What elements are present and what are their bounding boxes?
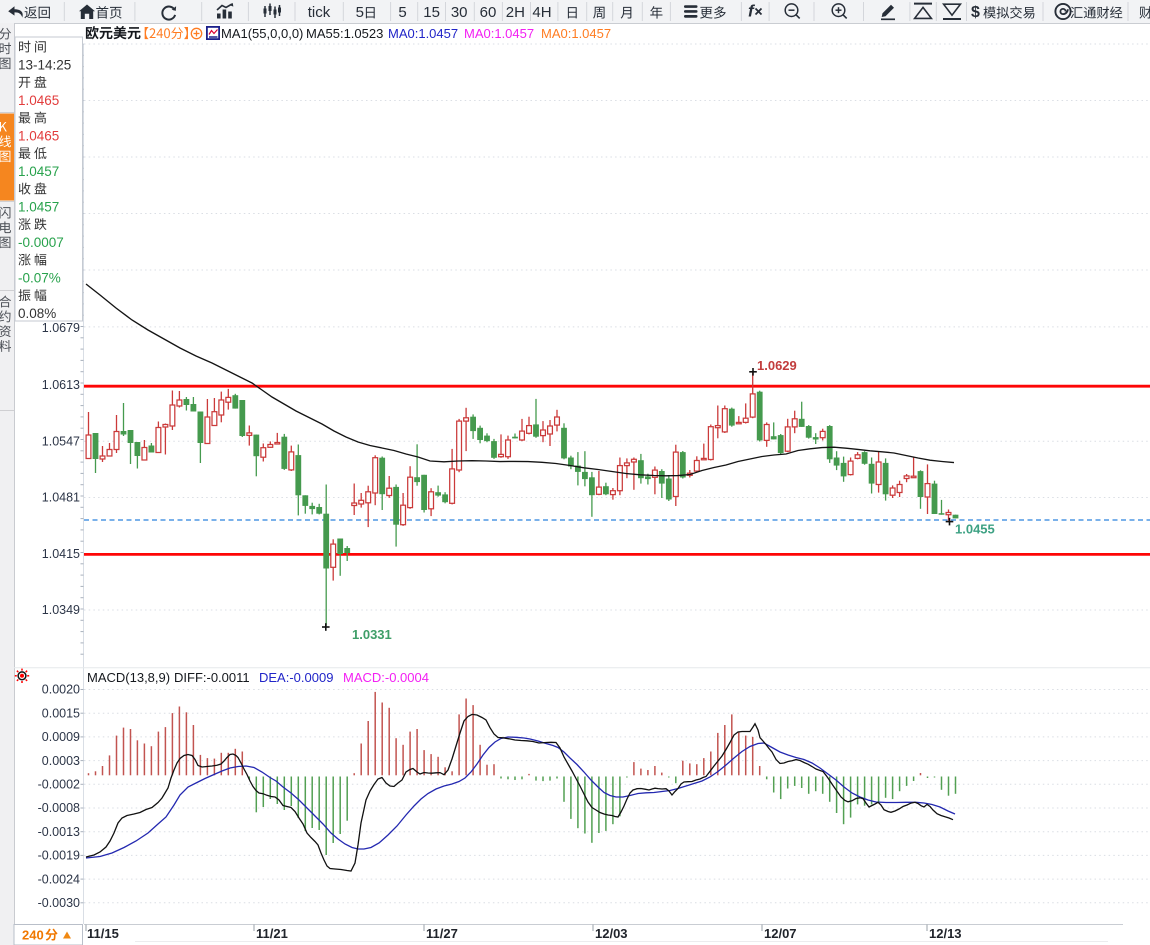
- svg-text:2H: 2H: [506, 4, 525, 21]
- svg-text:0.0015: 0.0015: [42, 706, 80, 720]
- svg-text:11/21: 11/21: [256, 926, 288, 941]
- svg-text:30: 30: [451, 4, 468, 21]
- svg-text:1.0547: 1.0547: [42, 434, 80, 448]
- svg-text:12/13: 12/13: [929, 926, 962, 941]
- svg-text:1.0465: 1.0465: [18, 93, 59, 108]
- svg-text:12/03: 12/03: [595, 926, 628, 941]
- svg-text:60: 60: [480, 4, 497, 21]
- svg-text:MA0:1.0457: MA0:1.0457: [541, 26, 611, 41]
- svg-text:240: 240: [22, 928, 44, 943]
- svg-text:DEA:-0.0009: DEA:-0.0009: [259, 670, 333, 685]
- svg-text:1.0457: 1.0457: [18, 199, 59, 214]
- svg-text:MA1(55,0,0,0): MA1(55,0,0,0): [221, 26, 303, 41]
- svg-text:0.08%: 0.08%: [18, 306, 56, 321]
- svg-text:1.0349: 1.0349: [42, 603, 80, 617]
- svg-text:0.0020: 0.0020: [42, 683, 80, 697]
- svg-text:-0.0024: -0.0024: [38, 872, 80, 886]
- svg-text:1.0629: 1.0629: [757, 358, 797, 373]
- svg-text:f: f: [748, 2, 756, 21]
- svg-text:1.0415: 1.0415: [42, 547, 80, 561]
- svg-text:11/15: 11/15: [87, 926, 119, 941]
- svg-text:-0.0002: -0.0002: [38, 778, 80, 792]
- svg-text:-0.0008: -0.0008: [38, 801, 80, 815]
- svg-text:1.0455: 1.0455: [955, 522, 995, 537]
- svg-text:-0.0013: -0.0013: [38, 825, 80, 839]
- svg-text:12/07: 12/07: [764, 926, 797, 941]
- svg-text:1.0679: 1.0679: [42, 321, 80, 335]
- svg-text:MACD:-0.0004: MACD:-0.0004: [343, 670, 429, 685]
- svg-text:1.0457: 1.0457: [18, 164, 59, 179]
- svg-text:$: $: [971, 4, 980, 21]
- svg-text:1.0465: 1.0465: [18, 128, 59, 143]
- svg-text:1.0613: 1.0613: [42, 378, 80, 392]
- svg-text:-0.0007: -0.0007: [18, 235, 64, 250]
- svg-text:11/27: 11/27: [426, 926, 458, 941]
- svg-text:MA0:1.0457: MA0:1.0457: [464, 26, 534, 41]
- svg-text:MA0:1.0457: MA0:1.0457: [388, 26, 458, 41]
- svg-text:-0.07%: -0.07%: [18, 270, 61, 285]
- svg-text:1.0331: 1.0331: [352, 627, 392, 642]
- svg-text:tick: tick: [308, 4, 331, 21]
- svg-text:13-14:25: 13-14:25: [18, 57, 71, 72]
- svg-text:1.0481: 1.0481: [42, 491, 80, 505]
- svg-text:MACD(13,8,9): MACD(13,8,9): [87, 670, 170, 685]
- svg-text:0.0003: 0.0003: [42, 754, 80, 768]
- svg-text:-0.0019: -0.0019: [38, 849, 80, 863]
- svg-text:0.0009: 0.0009: [42, 730, 80, 744]
- svg-text:15: 15: [423, 4, 440, 21]
- svg-text:DIFF:-0.0011: DIFF:-0.0011: [174, 670, 250, 685]
- svg-text:5: 5: [398, 4, 406, 21]
- svg-text:MA55:1.0523: MA55:1.0523: [306, 26, 383, 41]
- svg-text:-0.0030: -0.0030: [38, 896, 80, 910]
- svg-text:4H: 4H: [532, 4, 551, 21]
- svg-text:5: 5: [356, 4, 364, 21]
